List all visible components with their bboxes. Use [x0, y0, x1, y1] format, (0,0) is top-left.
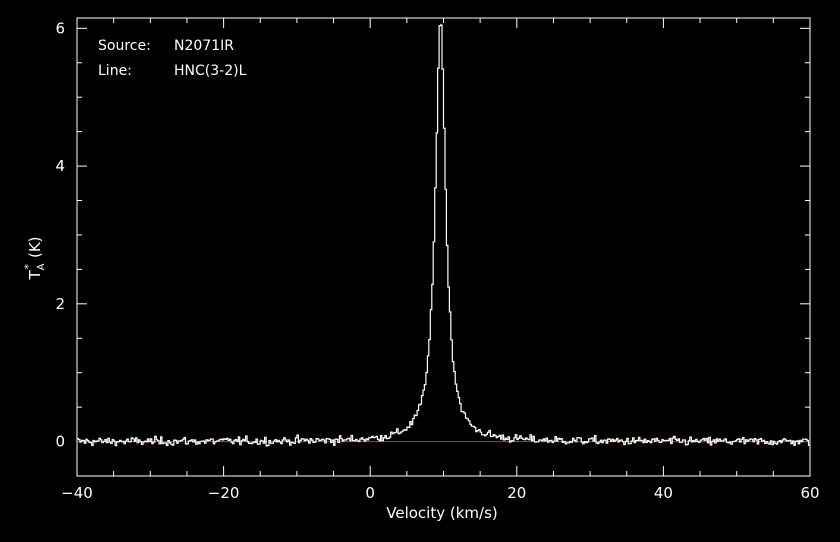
- x-tick-label: −40: [61, 484, 93, 502]
- x-axis-label: Velocity (km/s): [386, 504, 497, 522]
- y-label-sup: *: [22, 264, 35, 270]
- y-tick-label: 0: [55, 433, 65, 451]
- y-tick-label: 4: [55, 157, 65, 175]
- y-label-main: T: [26, 270, 44, 281]
- x-tick-label: −20: [208, 484, 240, 502]
- x-tick-label: 60: [800, 484, 819, 502]
- source-key: Source:: [98, 38, 151, 54]
- y-axis-label: TA* (K): [22, 236, 47, 280]
- y-label-unit: (K): [26, 236, 44, 258]
- spectrum-layer: [77, 24, 810, 447]
- spectrum-line: [77, 24, 810, 447]
- line-value: HNC(3-2)L: [174, 63, 247, 79]
- y-tick-label: 6: [55, 19, 65, 37]
- y-tick-label: 2: [55, 295, 65, 313]
- source-value: N2071IR: [174, 38, 234, 54]
- line-key: Line:: [98, 63, 132, 79]
- svg-text:TA*(K): TA* (K): [22, 236, 47, 280]
- x-tick-label: 0: [365, 484, 375, 502]
- x-tick-label: 20: [507, 484, 526, 502]
- x-tick-label: 40: [654, 484, 673, 502]
- tick-labels: −40 −20 0 20 40 60 0 2 4 6: [55, 19, 819, 502]
- y-label-sub: A: [36, 263, 47, 270]
